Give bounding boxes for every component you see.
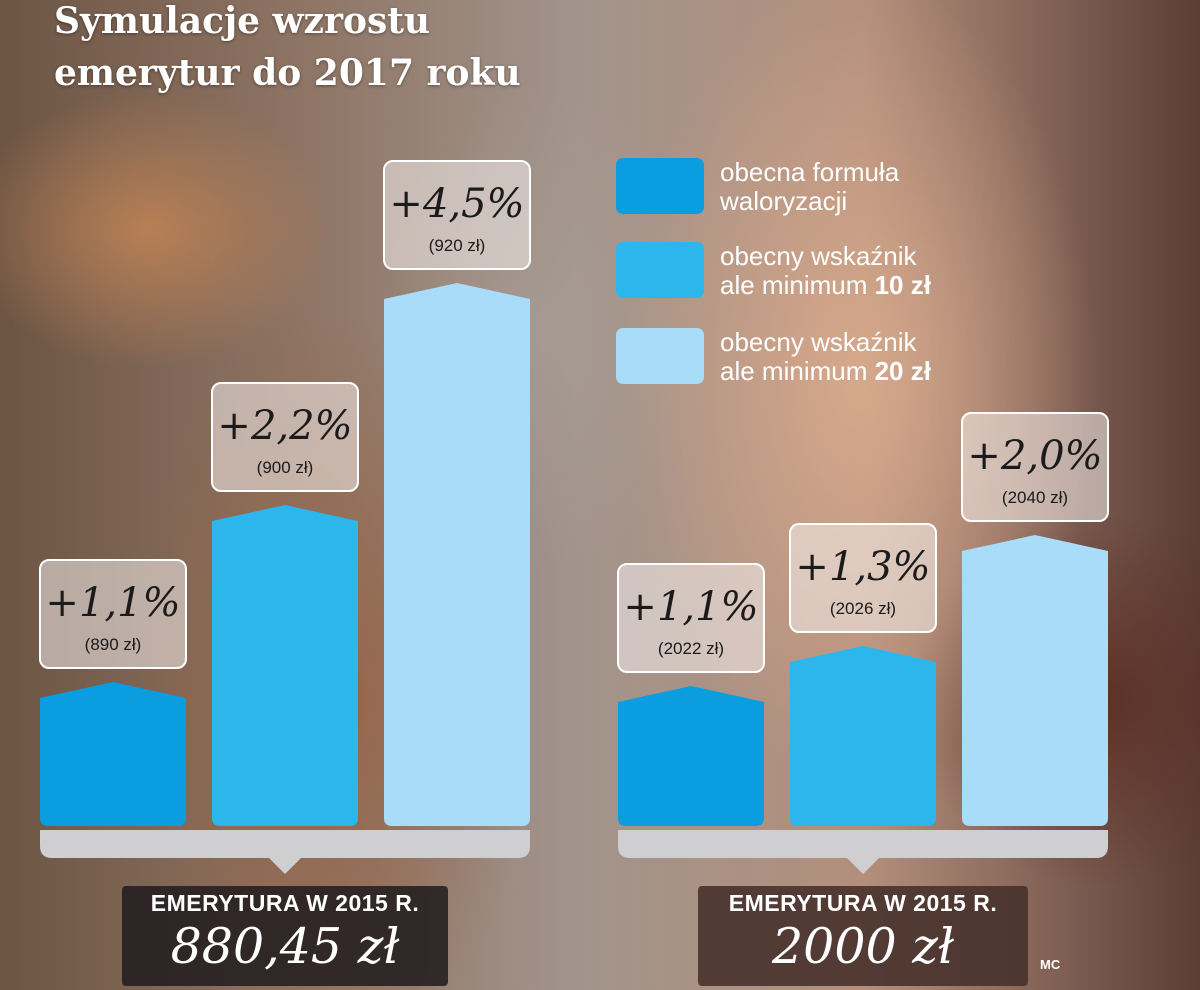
legend-label-min20: obecny wskaźnik ale minimum 20 zł <box>720 327 931 386</box>
value-label-pct-g1-2: +2,2% <box>217 403 352 449</box>
value-label-pct-g2-2: +1,3% <box>795 544 930 590</box>
chart-title-line2: emerytur do 2017 roku <box>54 52 521 94</box>
legend-swatch-min20 <box>616 328 704 384</box>
value-label-pct-g1-3: +4,5% <box>389 181 524 227</box>
value-label-pct-g2-1: +1,1% <box>623 584 758 630</box>
value-label-pct-g1-1: +1,1% <box>45 580 180 626</box>
value-label-amount-g1-1: (890 zł) <box>85 635 142 654</box>
baseline-box-left: EMERYTURA W 2015 R. 880,45 zł <box>122 886 448 986</box>
value-label-box-g1-1 <box>39 559 187 669</box>
legend-label-formula: obecna formuła waloryzacji <box>720 157 900 216</box>
group-bracket-1 <box>40 830 530 874</box>
value-label-amount-g1-3: (920 zł) <box>429 236 486 255</box>
group-bracket-2 <box>618 830 1108 874</box>
legend-swatch-min10 <box>616 242 704 298</box>
bar-g1-1 <box>40 682 186 826</box>
value-label-amount-g2-2: (2026 zł) <box>830 599 896 618</box>
author-credit: MC <box>1040 957 1061 972</box>
value-label-amount-g2-3: (2040 zł) <box>1002 488 1068 507</box>
baseline-label-right: EMERYTURA W 2015 R. <box>728 890 998 916</box>
value-label-box-g2-3 <box>961 412 1109 522</box>
value-label-amount-g2-1: (2022 zł) <box>658 639 724 658</box>
bar-g1-3 <box>384 283 530 826</box>
baseline-value-left: 880,45 zł <box>170 918 400 975</box>
value-label-box-g1-2 <box>211 382 359 492</box>
baseline-label-left: EMERYTURA W 2015 R. <box>150 890 420 916</box>
value-label-pct-g2-3: +2,0% <box>967 433 1102 479</box>
value-label-box-g1-3 <box>383 160 531 270</box>
bar-g1-2 <box>212 505 358 826</box>
chart-title-line1: Symulacje wzrostu <box>54 0 431 42</box>
bar-g2-3 <box>962 535 1108 826</box>
value-label-box-g2-2 <box>789 523 937 633</box>
value-label-amount-g1-2: (900 zł) <box>257 458 314 477</box>
baseline-box-right: EMERYTURA W 2015 R. 2000 zł <box>698 886 1028 986</box>
baseline-value-right: 2000 zł <box>772 918 954 975</box>
bar-g2-2 <box>790 646 936 826</box>
value-label-box-g2-1 <box>617 563 765 673</box>
bar-g2-1 <box>618 686 764 826</box>
legend-label-min10: obecny wskaźnik ale minimum 10 zł <box>720 241 931 300</box>
legend-swatch-formula <box>616 158 704 214</box>
